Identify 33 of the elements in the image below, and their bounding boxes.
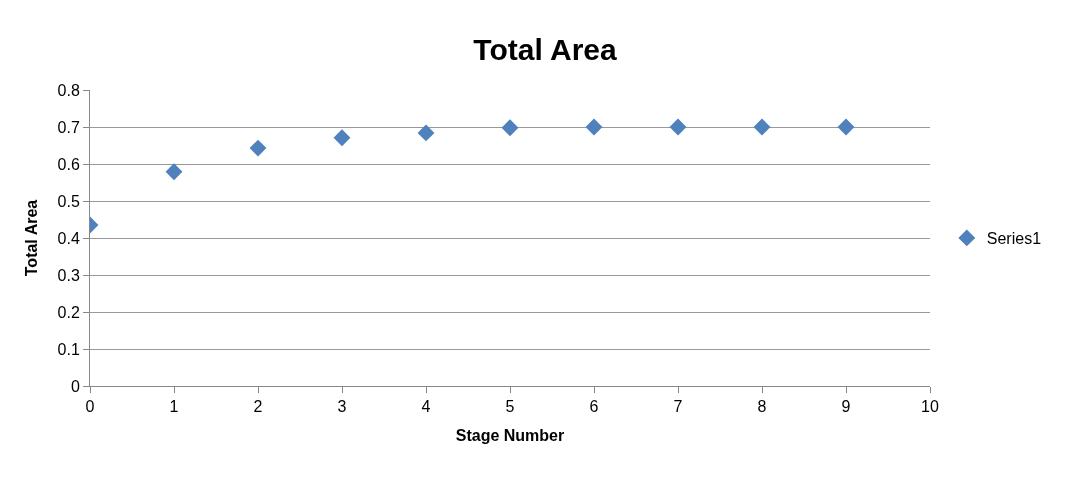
y-tick-label: 0	[70, 377, 80, 395]
point	[501, 119, 519, 137]
y-tick-label: 0.8	[57, 81, 80, 99]
x-tick-label: 10	[921, 398, 939, 416]
x-tick-label: 4	[421, 398, 431, 416]
chart-title: Total Area	[473, 32, 617, 66]
x-tick-label: 5	[505, 398, 515, 416]
legend-label: Series1	[986, 230, 1042, 248]
point	[837, 118, 855, 136]
x-tick-label: 6	[589, 398, 599, 416]
x-tick-label: 7	[673, 398, 683, 416]
y-tick-label: 0.4	[57, 229, 80, 247]
y-tick-label: 0.2	[57, 303, 80, 321]
x-tick-label: 9	[841, 398, 851, 416]
point	[669, 118, 687, 136]
x-tick-label: 3	[337, 398, 347, 416]
point	[417, 124, 435, 142]
point	[249, 139, 267, 157]
y-tick-label: 0.3	[57, 266, 80, 284]
y-axis-title: Total Area	[23, 199, 41, 277]
x-tick-label: 8	[757, 398, 767, 416]
x-axis-title: Stage Number	[455, 426, 565, 444]
y-tick-label: 0.7	[57, 118, 80, 136]
point	[585, 118, 603, 136]
point	[333, 129, 351, 147]
point	[753, 118, 771, 136]
y-tick-label: 0.5	[57, 192, 80, 210]
x-tick-label: 0	[85, 398, 95, 416]
y-tick-label: 0.6	[57, 155, 80, 173]
x-tick-label: 2	[253, 398, 263, 416]
y-tick-label: 0.1	[57, 340, 80, 358]
x-tick-label: 1	[169, 398, 179, 416]
point	[165, 163, 183, 181]
